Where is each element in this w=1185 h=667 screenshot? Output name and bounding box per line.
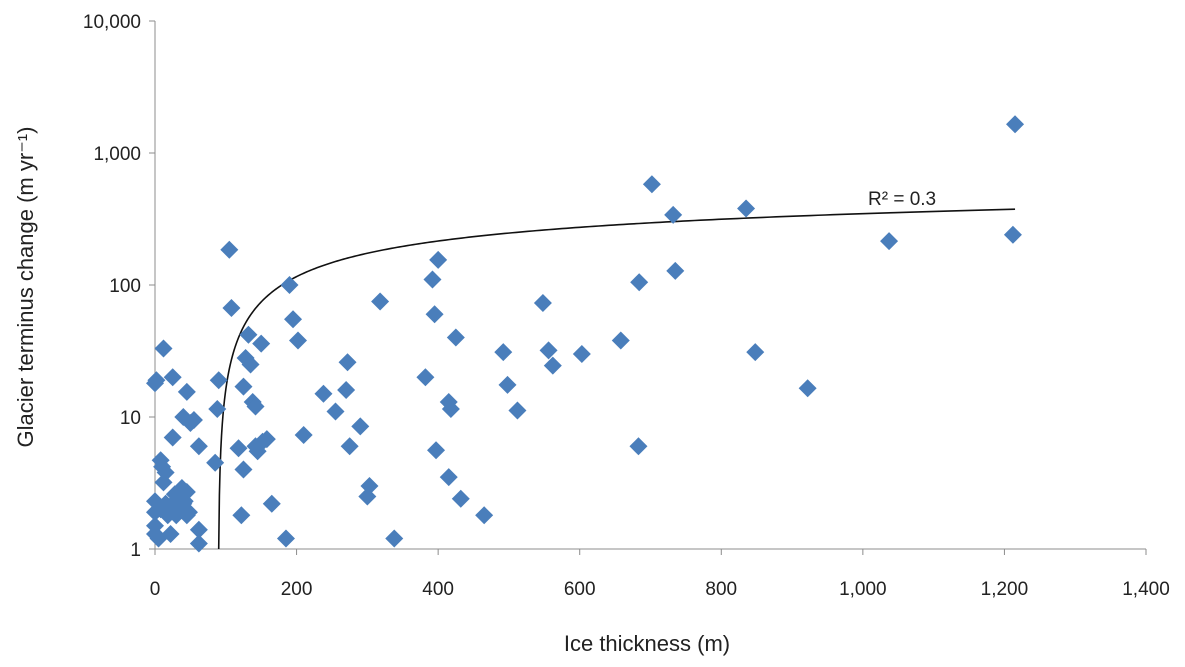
data-point-diamond bbox=[246, 397, 265, 416]
data-point-diamond bbox=[416, 368, 435, 387]
data-point-diamond bbox=[508, 401, 527, 420]
data-point-diamond bbox=[446, 328, 465, 347]
data-point-diamond bbox=[229, 439, 248, 458]
data-point-diamond bbox=[427, 441, 446, 460]
y-tick-label: 1,000 bbox=[93, 144, 141, 165]
y-tick-label: 10 bbox=[120, 408, 141, 429]
data-point-diamond bbox=[153, 457, 172, 476]
data-point-diamond bbox=[642, 175, 661, 194]
x-tick-label: 600 bbox=[564, 579, 596, 600]
data-point-diamond bbox=[351, 417, 370, 436]
y-tick-label: 1 bbox=[130, 540, 141, 561]
y-tick-label: 100 bbox=[109, 276, 141, 297]
data-point-diamond bbox=[262, 494, 281, 513]
data-point-diamond bbox=[209, 371, 228, 390]
data-point-diamond bbox=[163, 428, 182, 447]
data-point-diamond bbox=[425, 305, 444, 324]
x-tick-label: 400 bbox=[422, 579, 454, 600]
data-point-diamond bbox=[666, 261, 685, 280]
data-point-diamond bbox=[184, 410, 203, 429]
data-point-diamond bbox=[280, 276, 299, 294]
data-point-diamond bbox=[154, 339, 173, 358]
data-point-diamond bbox=[371, 292, 390, 311]
data-point-diamond bbox=[423, 270, 442, 289]
data-point-diamond bbox=[284, 310, 303, 329]
data-point-diamond bbox=[611, 331, 630, 350]
data-point-diamond bbox=[1006, 115, 1025, 134]
tick-labels: 0 200 400 600 800 1,000 1,200 1,400 1 10 100 1,000 1… bbox=[83, 12, 1170, 600]
axes bbox=[149, 20, 1147, 555]
data-point-diamond bbox=[385, 529, 404, 548]
data-point-diamond bbox=[294, 426, 313, 445]
data-point-diamond bbox=[161, 524, 180, 543]
data-point-diamond bbox=[629, 437, 648, 456]
data-point-diamond bbox=[163, 368, 182, 387]
data-point-diamond bbox=[147, 371, 166, 390]
data-point-diamond bbox=[252, 334, 271, 353]
data-point-diamond bbox=[288, 331, 307, 350]
data-point-diamond bbox=[880, 232, 899, 251]
trendline bbox=[217, 208, 1016, 550]
data-point-diamond bbox=[746, 343, 765, 362]
data-point-diamond bbox=[439, 468, 458, 487]
data-point-diamond bbox=[340, 437, 359, 456]
y-tick-label: 10,000 bbox=[83, 12, 141, 33]
data-point-diamond bbox=[798, 379, 817, 398]
data-point-diamond bbox=[206, 453, 225, 472]
data-point-diamond bbox=[220, 240, 239, 259]
data-point-diamond bbox=[572, 345, 591, 364]
data-point-diamond bbox=[276, 529, 295, 548]
data-point-diamond bbox=[234, 377, 253, 396]
data-point-diamond bbox=[232, 506, 251, 525]
data-point-diamond bbox=[222, 298, 241, 317]
data-point-diamond bbox=[543, 356, 562, 375]
x-tick-label: 1,000 bbox=[839, 579, 887, 600]
x-tick-label: 1,400 bbox=[1122, 579, 1170, 600]
x-tick-label: 1,200 bbox=[981, 579, 1029, 600]
data-point-diamond bbox=[179, 503, 198, 522]
data-point-diamond bbox=[337, 381, 356, 400]
data-point-diamond bbox=[737, 199, 756, 218]
x-tick-label: 800 bbox=[705, 579, 737, 600]
data-point-diamond bbox=[314, 384, 333, 403]
data-point-diamond bbox=[208, 399, 227, 418]
data-point-diamond bbox=[338, 353, 357, 372]
data-point-diamond bbox=[533, 294, 552, 313]
data-point-diamond bbox=[498, 375, 517, 394]
data-point-diamond bbox=[441, 399, 460, 418]
trendline-group bbox=[217, 208, 1016, 550]
x-axis-title: Ice thickness (m) bbox=[564, 631, 730, 656]
data-point-diamond bbox=[360, 477, 379, 496]
data-point-diamond bbox=[326, 402, 345, 421]
data-point-diamond bbox=[664, 205, 683, 224]
data-point-diamond bbox=[189, 534, 208, 553]
data-point-diamond bbox=[257, 430, 276, 449]
data-point-diamond bbox=[429, 250, 448, 269]
data-point-diamond bbox=[154, 473, 173, 492]
data-point-diamond bbox=[234, 460, 253, 479]
data-point-diamond bbox=[451, 489, 470, 508]
trendline-r-squared-label: R² = 0.3 bbox=[868, 189, 936, 210]
data-point-diamond bbox=[241, 355, 260, 374]
data-point-diamond bbox=[494, 343, 513, 362]
data-point-diamond bbox=[177, 382, 196, 401]
data-point-diamond bbox=[475, 506, 494, 525]
x-tick-label: 200 bbox=[281, 579, 313, 600]
data-points bbox=[146, 115, 1025, 553]
data-point-diamond bbox=[189, 437, 208, 456]
y-axis-title: Glacier terminus change (m yr⁻¹) bbox=[13, 127, 38, 448]
data-point-diamond bbox=[189, 520, 208, 539]
x-tick-label: 0 bbox=[150, 579, 161, 600]
data-point-diamond bbox=[239, 325, 258, 344]
data-point-diamond bbox=[177, 483, 196, 502]
data-point-diamond bbox=[539, 341, 558, 360]
data-point-diamond bbox=[630, 273, 649, 292]
data-point-diamond bbox=[1003, 225, 1022, 244]
